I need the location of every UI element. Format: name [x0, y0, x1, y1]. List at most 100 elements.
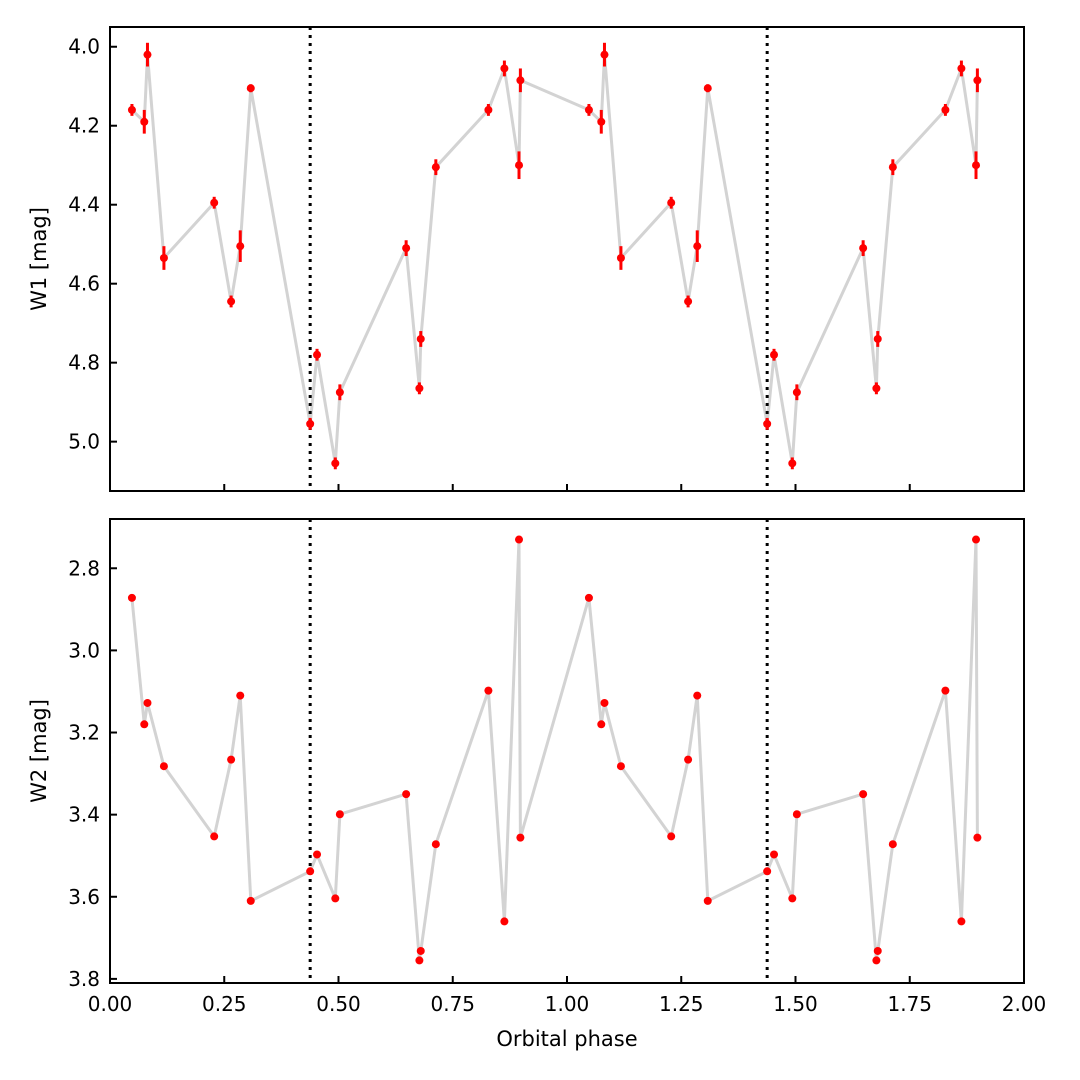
data-point — [306, 867, 315, 876]
y-tick-label: 2.8 — [68, 556, 100, 580]
data-point — [515, 535, 524, 544]
data-point — [246, 84, 255, 93]
data-point — [667, 198, 676, 207]
data-point — [484, 686, 493, 695]
data-point — [127, 593, 136, 602]
data-point — [872, 956, 881, 965]
data-point — [236, 691, 245, 700]
data-point — [616, 254, 625, 263]
data-point — [693, 691, 702, 700]
data-point — [616, 762, 625, 771]
data-point — [888, 163, 897, 172]
data-point — [684, 297, 693, 306]
data-point — [888, 840, 897, 849]
data-point — [600, 698, 609, 707]
data-point — [703, 84, 712, 93]
data-point — [515, 161, 524, 170]
data-point — [957, 64, 966, 73]
data-point — [516, 76, 525, 85]
y-tick-label: 3.6 — [68, 885, 100, 909]
data-point — [972, 535, 981, 544]
series-line — [130, 53, 979, 465]
data-point — [516, 833, 525, 842]
data-point — [770, 350, 779, 359]
data-point — [416, 946, 425, 955]
data-point — [331, 459, 340, 468]
data-point — [873, 946, 882, 955]
data-point — [667, 832, 676, 841]
x-tick-label: 1.00 — [545, 992, 590, 1016]
data-point — [597, 720, 606, 729]
data-point — [335, 810, 344, 819]
data-point — [972, 161, 981, 170]
series-line — [130, 538, 979, 962]
y-axis-label: W1 [mag] — [27, 207, 51, 311]
data-point — [584, 593, 593, 602]
data-point — [859, 244, 868, 253]
data-point — [788, 459, 797, 468]
data-point — [431, 163, 440, 172]
data-point — [335, 388, 344, 397]
data-point — [873, 334, 882, 343]
data-point — [684, 755, 693, 764]
data-point — [500, 917, 509, 926]
y-tick-label: 4.8 — [68, 351, 100, 375]
data-point — [941, 105, 950, 114]
w2-panel: 2.8 3.0 3.2 3.4 3.6 3.80.00 0.25 0.50 0.75 1.00 1.… — [27, 518, 1047, 1016]
x-tick-label: 1.25 — [659, 992, 704, 1016]
x-tick-label: 0.25 — [202, 992, 247, 1016]
data-point — [792, 810, 801, 819]
x-tick-label: 1.50 — [773, 992, 818, 1016]
x-tick-label: 2.00 — [1002, 992, 1047, 1016]
data-point — [313, 350, 322, 359]
data-point — [973, 76, 982, 85]
y-tick-label: 3.8 — [68, 967, 100, 991]
y-tick-label: 4.2 — [68, 114, 100, 138]
y-tick-label: 5.0 — [68, 430, 100, 454]
x-tick-label: 0.00 — [88, 992, 133, 1016]
data-point — [402, 244, 411, 253]
data-point — [788, 894, 797, 903]
data-point — [703, 896, 712, 905]
data-point — [415, 956, 424, 965]
data-point — [210, 832, 219, 841]
y-tick-label: 4.0 — [68, 35, 100, 59]
data-point — [236, 242, 245, 251]
data-point — [693, 242, 702, 251]
data-point — [941, 686, 950, 695]
y-tick-label: 3.4 — [68, 803, 100, 827]
w1-panel: 4.0 4.2 4.4 4.6 4.8 5.0 W1 [mag] — [27, 26, 1025, 492]
data-point — [331, 894, 340, 903]
data-point — [159, 762, 168, 771]
data-point — [402, 790, 411, 799]
x-tick-label: 1.75 — [887, 992, 932, 1016]
data-point — [484, 105, 493, 114]
data-point — [140, 720, 149, 729]
x-tick-label: 0.75 — [430, 992, 475, 1016]
data-point — [763, 419, 772, 428]
data-point — [416, 334, 425, 343]
data-point — [313, 850, 322, 859]
data-point — [159, 254, 168, 263]
data-point — [957, 917, 966, 926]
x-axis-label: Orbital phase — [496, 1027, 637, 1051]
data-point — [597, 117, 606, 126]
y-axis-label: W2 [mag] — [27, 699, 51, 803]
data-point — [792, 388, 801, 397]
y-tick-label: 4.4 — [68, 193, 100, 217]
y-tick-label: 3.2 — [68, 721, 100, 745]
data-point — [210, 198, 219, 207]
y-tick-label: 3.0 — [68, 638, 100, 662]
axes-frame — [109, 26, 1025, 492]
data-point — [431, 840, 440, 849]
data-point — [859, 790, 868, 799]
data-point — [143, 50, 152, 59]
data-point — [872, 384, 881, 393]
data-point — [415, 384, 424, 393]
data-point — [127, 105, 136, 114]
axes-frame — [109, 518, 1025, 984]
x-tick-label: 0.50 — [316, 992, 361, 1016]
data-point — [227, 755, 236, 764]
y-tick-label: 4.6 — [68, 272, 100, 296]
